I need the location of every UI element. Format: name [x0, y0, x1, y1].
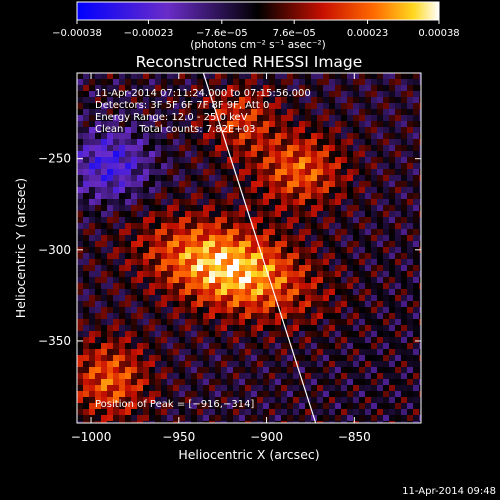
colorbar-tick-label: −0.00038 — [52, 28, 102, 39]
footer-timestamp: 11-Apr-2014 09:48 — [402, 486, 496, 497]
colorbar-tick-label: −7.6e−05 — [196, 28, 248, 39]
annotation-detectors: Detectors: 3F 5F 6F 7F 8F 9F, Att 0 — [95, 100, 269, 111]
y-tick-label: −300 — [38, 243, 71, 257]
colorbar-gradient — [76, 1, 440, 21]
colorbar-tick-label: 0.00038 — [418, 28, 459, 39]
annotation-clean-counts: Clean Total counts: 7.82E+03 — [95, 124, 255, 135]
x-tick-label: −900 — [250, 430, 283, 444]
plot-frame — [76, 72, 422, 424]
heatmap — [77, 73, 421, 423]
y-tick-label: −350 — [38, 334, 71, 348]
colorbar-tick-label: 0.00023 — [347, 28, 388, 39]
x-axis-label: Heliocentric X (arcsec) — [178, 447, 319, 462]
x-tick-label: −950 — [162, 430, 195, 444]
annotation-time-range: 11-Apr-2014 07:11:24.000 to 07:15:56.000 — [95, 88, 311, 99]
peak-position-label: Position of Peak = [−916,−314] — [95, 399, 254, 410]
chart-title: Reconstructed RHESSI Image — [136, 53, 363, 71]
colorbar-tick-label: 7.6e−05 — [273, 28, 316, 39]
colorbar-tick-label: −0.00023 — [124, 28, 174, 39]
colorbar: −0.00038 −0.00023 −7.6e−05 7.6e−05 0.00023 0.… — [52, 1, 460, 51]
y-axis: −250 −300 −350 — [38, 152, 421, 348]
x-axis: −1000 −950 −900 −850 — [71, 73, 371, 444]
info-annotations: 11-Apr-2014 07:11:24.000 to 07:15:56.000… — [95, 88, 311, 410]
x-tick-label: −850 — [338, 430, 371, 444]
x-tick-label: −1000 — [71, 430, 112, 444]
y-tick-label: −250 — [38, 152, 71, 166]
y-axis-label: Heliocentric Y (arcsec) — [13, 178, 28, 318]
limb-line — [202, 73, 317, 423]
colorbar-unit-label: (photons cm⁻² s⁻¹ asec⁻²) — [190, 39, 325, 51]
annotation-energy-range: Energy Range: 12.0 - 25.0 keV — [95, 112, 248, 123]
